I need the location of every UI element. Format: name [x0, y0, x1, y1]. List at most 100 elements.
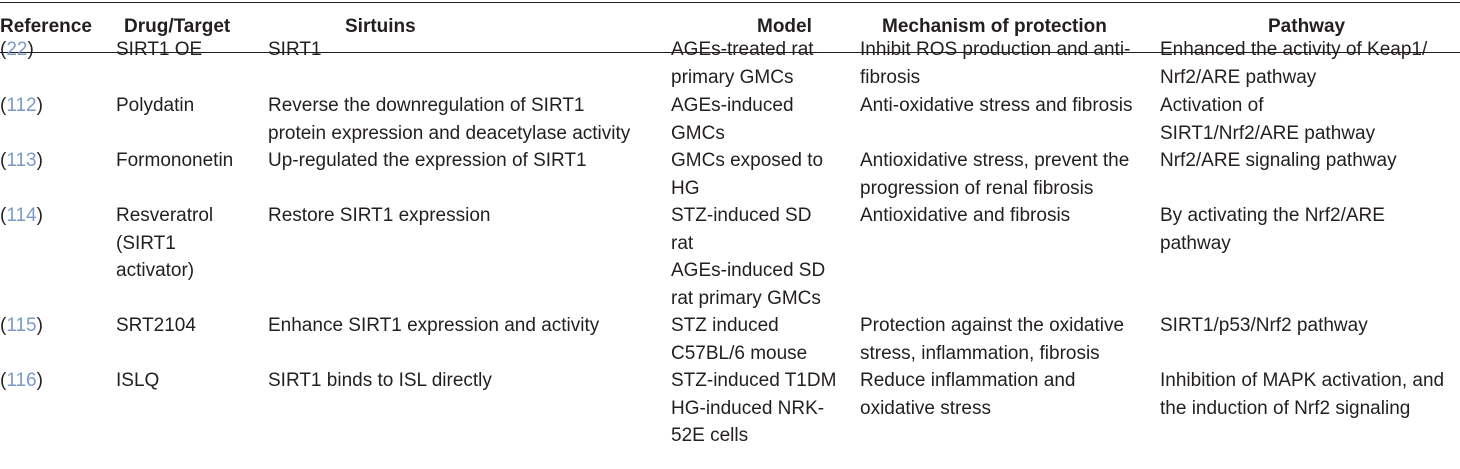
model-line: AGEs-treated rat [671, 39, 814, 60]
mechanism-line: Anti-oxidative stress and fibrosis [860, 95, 1133, 116]
mechanism-line: stress, inflammation, fibrosis [860, 342, 1100, 364]
sirtuins-line: protein expression and deacetylase activ… [268, 122, 631, 144]
pathway-line: SIRT1/Nrf2/ARE pathway [1160, 122, 1376, 144]
sirtuins-cell: Enhance SIRT1 expression and activity [268, 312, 599, 340]
drug-line: activator) [116, 260, 195, 281]
header-sirtuins: Sirtuins [345, 16, 416, 37]
sirtuins-line: SIRT1 binds to ISL directly [268, 370, 492, 391]
model-line: 52E cells [671, 425, 749, 446]
drug-cell: Resveratrol (SIRT1 activator) [116, 202, 213, 285]
reference-link[interactable]: 116 [6, 370, 37, 391]
pathway-line: Enhanced the activity of Keap1/ [1160, 39, 1428, 60]
pathway-line: pathway [1160, 232, 1231, 254]
pathway-line: Nrf2/ARE signaling pathway [1160, 150, 1397, 171]
pathway-cell: Enhanced the activity of Keap1/Nrf2/ARE … [1160, 36, 1427, 91]
pathway-cell: SIRT1/p53/Nrf2 pathway [1160, 312, 1368, 340]
sirtuins-line: SIRT1 [268, 39, 322, 60]
model-line: GMCs exposed to [671, 150, 824, 171]
model-line: C57BL/6 mouse [671, 342, 808, 364]
reference-link[interactable]: 114 [6, 205, 37, 226]
drug-cell: Polydatin [116, 92, 194, 120]
header-mechanism: Mechanism of protection [882, 16, 1107, 37]
table-header-rule [0, 52, 1460, 53]
mechanism-cell: Antioxidative stress, prevent the progres… [860, 147, 1129, 202]
sirtuins-line: Restore SIRT1 expression [268, 205, 491, 226]
model-cell: AGEs-induced GMCs [671, 92, 794, 147]
sirtuins-cell: Reverse the downregulation of SIRT1 prote… [268, 92, 630, 147]
drug-line: (SIRT1 [116, 232, 176, 254]
model-line: STZ-induced SD [671, 205, 812, 226]
model-cell: AGEs-treated rat primary GMCs [671, 36, 814, 91]
reference-cell: (22) [0, 36, 34, 64]
model-cell: STZ induced C57BL/6 mouse [671, 312, 807, 367]
drug-cell: ISLQ [116, 367, 159, 395]
model-line: primary GMCs [671, 66, 794, 88]
reference-paren: ( [0, 150, 7, 171]
sirtuins-cell: SIRT1 [268, 36, 322, 64]
drug-line: Formononetin [116, 150, 234, 171]
pathway-line: the induction of Nrf2 signaling [1160, 397, 1411, 419]
mechanism-line: oxidative stress [860, 397, 991, 419]
mechanism-line: Reduce inflammation and [860, 370, 1076, 391]
model-cell: STZ-induced T1DM HG-induced NRK- 52E cells [671, 367, 836, 450]
model-line: HG [671, 177, 700, 199]
reference-cell: (112) [0, 92, 43, 120]
mechanism-cell: Antioxidative and fibrosis [860, 202, 1070, 230]
mechanism-line: Antioxidative stress, prevent the [860, 150, 1130, 171]
model-line: STZ-induced T1DM [671, 370, 837, 391]
sirtuins-line: Up-regulated the expression of SIRT1 [268, 150, 587, 171]
header-pathway: Pathway [1268, 16, 1346, 37]
mechanism-cell: Anti-oxidative stress and fibrosis [860, 92, 1132, 120]
model-line: AGEs-induced SD [671, 260, 826, 281]
model-line: AGEs-induced [671, 95, 794, 116]
pathway-cell: Activation of SIRT1/Nrf2/ARE pathway [1160, 92, 1375, 147]
reference-cell: (115) [0, 312, 43, 340]
sirtuins-line: Reverse the downregulation of SIRT1 [268, 95, 585, 116]
mechanism-line: Inhibit ROS production and anti- [860, 39, 1131, 60]
model-line: STZ induced [671, 315, 779, 336]
reference-paren: ) [27, 39, 34, 60]
reference-paren: ) [36, 315, 43, 336]
pathway-line: SIRT1/p53/Nrf2 pathway [1160, 315, 1368, 336]
drug-line: Resveratrol [116, 205, 214, 226]
reference-cell: (116) [0, 367, 43, 395]
reference-paren: ) [36, 95, 43, 116]
model-cell: STZ-induced SD rat AGEs-induced SD rat prim… [671, 202, 825, 312]
mechanism-line: progression of renal fibrosis [860, 177, 1094, 199]
reference-link[interactable]: 112 [6, 95, 37, 116]
reference-link[interactable]: 115 [6, 315, 37, 336]
reference-cell: (114) [0, 202, 43, 230]
pathway-line: Activation of [1160, 95, 1264, 116]
model-line: HG-induced NRK- [671, 397, 825, 419]
reference-link[interactable]: 22 [6, 39, 28, 60]
pathway-line: Nrf2/ARE pathway [1160, 66, 1317, 88]
pathway-line: Inhibition of MAPK activation, and [1160, 370, 1445, 391]
model-line: GMCs [671, 122, 725, 144]
drug-line: SRT2104 [116, 315, 196, 336]
model-cell: GMCs exposed to HG [671, 147, 823, 202]
drug-cell: Formononetin [116, 147, 233, 175]
pathway-line: By activating the Nrf2/ARE [1160, 205, 1385, 226]
mechanism-cell: Inhibit ROS production and anti-fibrosis [860, 36, 1130, 91]
drug-line: Polydatin [116, 95, 195, 116]
sirtuins-cell: SIRT1 binds to ISL directly [268, 367, 492, 395]
pathway-cell: Nrf2/ARE signaling pathway [1160, 147, 1397, 175]
reference-link[interactable]: 113 [6, 150, 37, 171]
header-model: Model [757, 16, 812, 37]
drug-line: ISLQ [116, 370, 160, 391]
drug-line: SIRT1 OE [116, 39, 203, 60]
header-reference: Reference [0, 16, 92, 37]
model-line: rat [671, 232, 694, 254]
mechanism-line: fibrosis [860, 66, 921, 88]
sirtuins-cell: Up-regulated the expression of SIRT1 [268, 147, 587, 175]
reference-paren: ( [0, 205, 7, 226]
drug-cell: SRT2104 [116, 312, 196, 340]
pathway-cell: By activating the Nrf2/ARE pathway [1160, 202, 1385, 257]
reference-cell: (113) [0, 147, 43, 175]
mechanism-line: Antioxidative and fibrosis [860, 205, 1071, 226]
mechanism-line: Protection against the oxidative [860, 315, 1125, 336]
model-line: rat primary GMCs [671, 287, 821, 309]
reference-paren: ) [36, 205, 43, 226]
reference-paren: ) [36, 150, 43, 171]
reference-paren: ( [0, 315, 7, 336]
